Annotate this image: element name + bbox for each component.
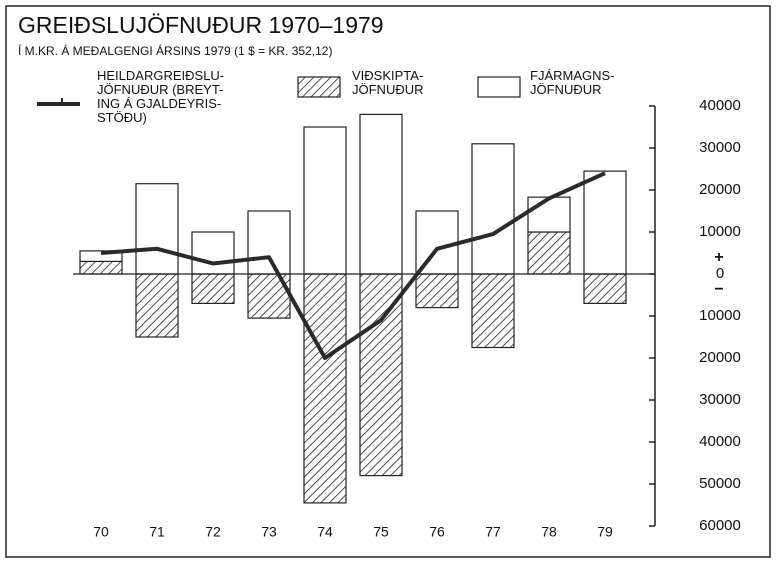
bar-open: [527, 196, 571, 233]
bar-open: [135, 183, 179, 275]
y-tick-label: 50000: [699, 475, 741, 492]
sign-annotation: +: [714, 249, 723, 266]
y-tick-label: 40000: [699, 433, 741, 450]
bar-hatched: [135, 273, 179, 338]
y-tick-label: 30000: [699, 391, 741, 408]
x-tick-label: 74: [317, 524, 333, 540]
x-tick-label: 77: [485, 524, 501, 540]
total-line: [100, 171, 606, 360]
legend-swatch: [297, 76, 341, 98]
y-tick-label: 10000: [699, 307, 741, 324]
y-tick-label: 30000: [699, 139, 741, 156]
x-tick-label: 75: [373, 524, 389, 540]
chart-title: GREIÐSLUJÖFNUÐUR 1970–1979: [18, 12, 384, 38]
x-tick-label: 79: [597, 524, 613, 540]
y-tick-label: 0: [716, 265, 724, 282]
sign-annotation: −: [714, 281, 723, 298]
legend-swatch: [477, 76, 521, 98]
x-tick-label: 70: [93, 524, 109, 540]
y-tick-label: 20000: [699, 181, 741, 198]
bar-hatched: [79, 260, 123, 275]
bar-open: [79, 250, 123, 262]
bar-open: [191, 231, 235, 275]
x-tick-label: 73: [261, 524, 277, 540]
x-tick-label: 72: [205, 524, 221, 540]
bar-hatched: [191, 273, 235, 304]
bar-open: [471, 143, 515, 275]
bar-open: [247, 210, 291, 275]
bar-hatched: [415, 273, 459, 309]
bar-open: [303, 126, 347, 275]
legend-label: FJÁRMAGNS-JÖFNUÐUR: [530, 68, 615, 97]
bar-hatched: [527, 231, 571, 275]
x-tick-label: 78: [541, 524, 557, 540]
legend-label: HEILDARGREIÐSLU-JÖFNUÐUR (BREYT-ING Á GJ…: [97, 68, 224, 125]
y-tick-label: 60000: [699, 517, 741, 534]
x-tick-label: 71: [149, 524, 165, 540]
legend-label: VIÐSKIPTA-JÖFNUÐUR: [352, 68, 424, 97]
y-tick-label: 40000: [699, 97, 741, 114]
chart-subtitle: Í M.KR. Á MEÐALGENGI ÁRSINS 1979 (1 $ = …: [18, 43, 332, 58]
bar-hatched: [583, 273, 627, 304]
y-tick-label: 10000: [699, 223, 741, 240]
bar-hatched: [471, 273, 515, 349]
bar-open: [359, 113, 403, 275]
y-tick-label: 20000: [699, 349, 741, 366]
bar-open: [583, 170, 627, 275]
bar-hatched: [303, 273, 347, 504]
x-tick-label: 76: [429, 524, 445, 540]
